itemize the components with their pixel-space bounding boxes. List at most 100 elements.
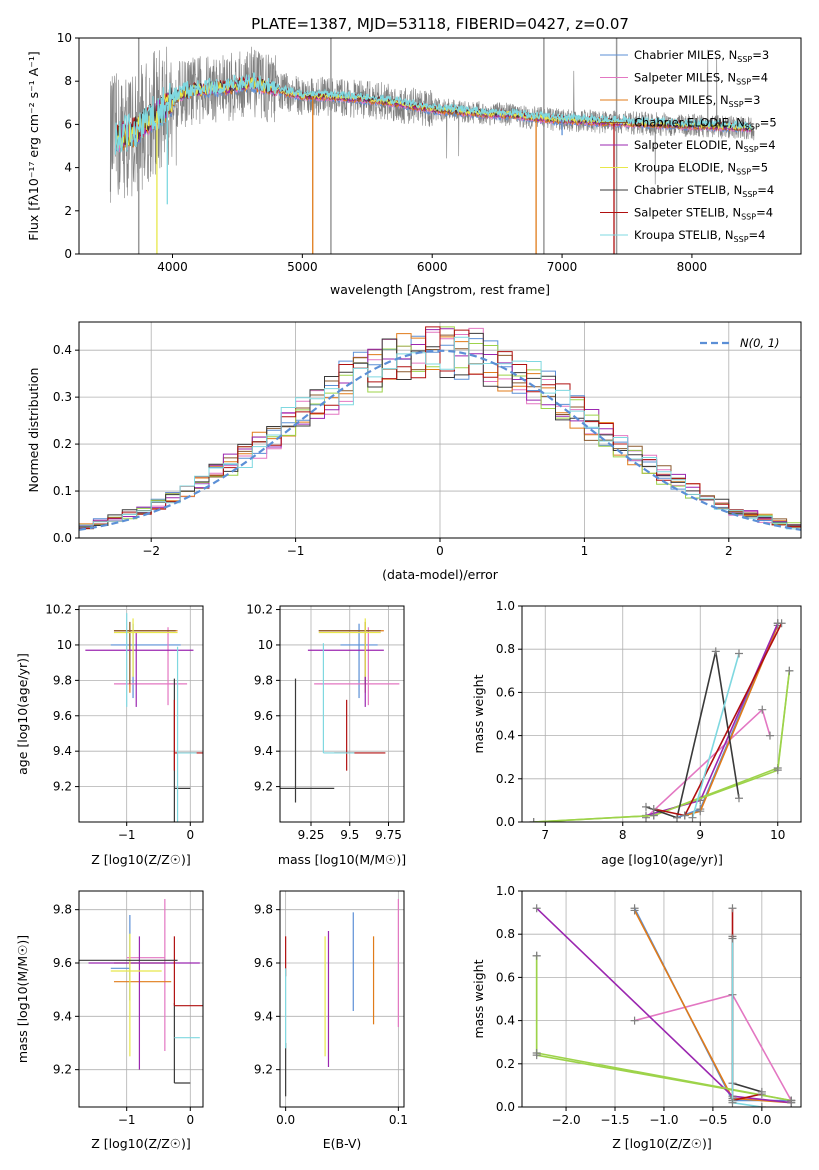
- x-tick-label: 1: [581, 544, 589, 558]
- y-tick-label: 9.6: [53, 956, 72, 970]
- x-tick-label: 7: [541, 828, 549, 842]
- series-line: [731, 908, 762, 1102]
- x-tick-label: 2: [725, 544, 733, 558]
- weight_vs_Z-plot-area: [532, 904, 796, 1107]
- y-tick-label: 10: [258, 638, 273, 652]
- x-tick-label: 0.1: [389, 1113, 408, 1127]
- x-tick-label: 9.75: [375, 828, 402, 842]
- y-tick-label: 9.8: [254, 903, 273, 917]
- axes-frame: [521, 605, 802, 823]
- data-point: [673, 813, 681, 822]
- axes-frame: [279, 605, 405, 823]
- data-point: [532, 951, 541, 960]
- legend-entry: Chabrier ELODIE, NSSP=5: [634, 116, 777, 132]
- data-point: [529, 818, 538, 822]
- legend: Chabrier MILES, NSSP=3 Salpeter MILES, NS…: [600, 48, 777, 244]
- age_vs_mass-plot-area: [280, 618, 400, 803]
- y-tick-label: 0.1: [53, 484, 72, 498]
- legend-entry: Chabrier STELIB, NSSP=4: [634, 183, 774, 199]
- x-axis-label: age [log10(age/yr)]: [601, 852, 723, 867]
- y-tick-label: 0.4: [496, 1014, 515, 1028]
- age_vs_Z-panel: −1 0 9.2 9.4 9.6 9.8 10 10.2: [45, 603, 204, 842]
- y-tick-label: 9.4: [53, 744, 72, 758]
- mass_vs_Z-panel: −1 0 9.2 9.4 9.6 9.8: [53, 890, 204, 1127]
- y-tick-label: 0.2: [496, 772, 515, 786]
- data-point: [711, 647, 720, 656]
- data-point: [773, 766, 782, 775]
- y-tick-label: 6: [64, 117, 72, 131]
- y-tick-label: 0.3: [53, 390, 72, 404]
- legend-entry: Chabrier MILES, NSSP=3: [634, 48, 769, 64]
- x-tick-label: 8000: [677, 260, 708, 274]
- series-line: [691, 653, 740, 818]
- y-tick-label: 9.4: [53, 1009, 72, 1023]
- axes-frame: [78, 890, 204, 1108]
- model-line: [114, 72, 753, 155]
- y-tick-label: 9.2: [53, 780, 72, 794]
- age_vs_Z-plot-area: [85, 613, 203, 822]
- y-tick-label: 10: [57, 31, 72, 45]
- weight_vs_age-panel: 7 8 9 10 0.0 0.2 0.4 0.6 0.8 1.0: [496, 599, 802, 842]
- y-tick-label: 0.4: [496, 729, 515, 743]
- spectrum-panel: 4000 5000 6000 7000 8000 0 2 4 6 8 10: [57, 31, 802, 274]
- y-tick-label: 0.0: [53, 531, 72, 545]
- y-tick-label: 0.0: [496, 1100, 515, 1114]
- y-tick-label: 9.8: [254, 673, 273, 687]
- x-tick-label: −2: [142, 544, 160, 558]
- y-tick-label: 9.2: [53, 1063, 72, 1077]
- axes-frame: [78, 37, 802, 255]
- histogram-step: [79, 336, 801, 532]
- y-tick-label: 9.6: [254, 956, 273, 970]
- mass_vs_ebv-panel: 0.0 0.1 9.2 9.4 9.6 9.8: [254, 890, 408, 1127]
- data-point: [728, 1098, 737, 1107]
- legend-entry: Kroupa MILES, NSSP=3: [634, 93, 760, 109]
- y-tick-label: 4: [64, 161, 72, 175]
- data-point: [735, 649, 743, 658]
- x-axis-label: mass [log10(M/M☉)]: [278, 852, 406, 867]
- data-point: [777, 619, 786, 628]
- x-tick-label: −0.5: [698, 1113, 727, 1127]
- y-tick-label: 0.8: [496, 927, 515, 941]
- data-point: [680, 811, 689, 820]
- x-tick-label: −1: [118, 1113, 136, 1127]
- y-axis-label: Normed distribution: [26, 368, 41, 493]
- x-tick-label: 5000: [287, 260, 318, 274]
- data-point: [766, 731, 774, 740]
- y-tick-label: 1.0: [496, 884, 515, 898]
- y-tick-label: 9.6: [53, 709, 72, 723]
- y-tick-label: 9.4: [254, 1009, 273, 1023]
- x-tick-label: −1: [118, 828, 136, 842]
- x-tick-label: −2.0: [551, 1113, 580, 1127]
- y-tick-label: 9.2: [254, 1063, 273, 1077]
- y-tick-label: 10.2: [45, 603, 72, 617]
- y-tick-label: 0.6: [496, 970, 515, 984]
- y-tick-label: 1.0: [496, 599, 515, 613]
- axes-frame: [78, 605, 204, 823]
- x-tick-label: 9.25: [298, 828, 325, 842]
- data-point: [787, 1096, 796, 1105]
- x-axis-label: (data-model)/error: [382, 567, 499, 582]
- data-point: [642, 802, 650, 811]
- age_vs_mass-panel: 9.25 9.5 9.75 9.2 9.4 9.6 9.8 10 10.2: [246, 603, 405, 842]
- y-tick-label: 0.8: [496, 642, 515, 656]
- residuals-panel: −2 −1 0 1 2 0.0 0.1 0.2 0.3 0.4: [53, 321, 802, 558]
- x-tick-label: 8: [619, 828, 627, 842]
- legend-entry: Kroupa STELIB, NSSP=4: [634, 228, 765, 244]
- spectrum-plot-area: [109, 38, 755, 254]
- y-axis-label: mass weight: [471, 959, 486, 1038]
- y-axis-label: age [log10(age/yr)]: [15, 653, 30, 775]
- y-tick-label: 9.8: [53, 673, 72, 687]
- y-axis-label: mass [log10(M/M☉)]: [15, 935, 30, 1063]
- data-point: [532, 904, 541, 913]
- data-point: [757, 1103, 766, 1107]
- x-axis-label: Z [log10(Z/Z☉)]: [91, 1136, 191, 1151]
- data-point: [728, 904, 737, 913]
- y-tick-label: 10: [57, 638, 72, 652]
- y-tick-label: 0.0: [496, 815, 515, 829]
- x-tick-label: 0.0: [752, 1113, 771, 1127]
- y-tick-label: 0.6: [496, 685, 515, 699]
- weight_vs_Z-panel: −2.0 −1.5 −1.0 −0.5 0.0 0.0 0.2 0.4 0.6 0.8 1.0: [496, 884, 802, 1127]
- x-tick-label: −1: [287, 544, 305, 558]
- y-tick-label: 0.2: [496, 1057, 515, 1071]
- legend-entry: Kroupa ELODIE, NSSP=5: [634, 161, 768, 177]
